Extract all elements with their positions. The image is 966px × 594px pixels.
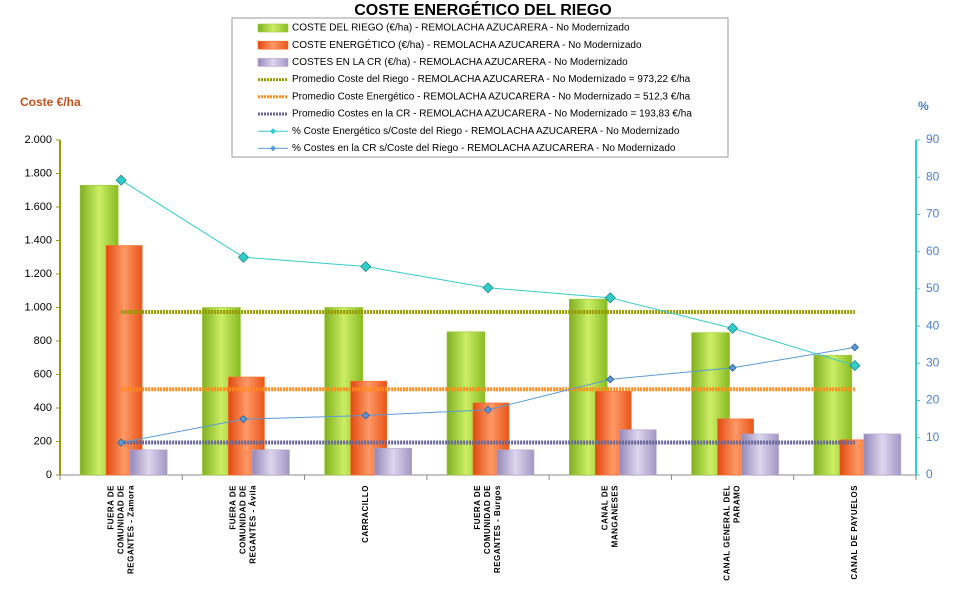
y2-tick-label: 10 xyxy=(926,430,940,444)
x-tick-label-line: CARRACILLO xyxy=(361,485,370,543)
x-tick-label-line: FUERA DE xyxy=(473,485,482,530)
y2-axis-title: % xyxy=(918,99,929,113)
x-tick-label: CANAL GENERAL DEL PARAMO xyxy=(723,485,742,581)
x-tick-label: CANAL DE MANGANESES xyxy=(600,485,619,548)
x-tick-label-line: FUERA DE xyxy=(229,485,238,530)
marker xyxy=(239,415,248,424)
marker xyxy=(727,322,739,334)
legend-swatch xyxy=(270,145,276,152)
x-tick-label: FUERA DE COMUNIDAD DE REGANTES - Zamora xyxy=(106,485,135,574)
y-tick-label: 2.000 xyxy=(24,134,52,146)
x-tick-label-line: REGANTES - Burgos xyxy=(493,485,502,573)
bar xyxy=(105,245,143,476)
y-tick-label: 600 xyxy=(34,368,52,380)
y-tick-label: 1.400 xyxy=(24,234,52,246)
bar xyxy=(374,447,413,476)
legend-label: Promedio Costes en la CR - REMOLACHA AZU… xyxy=(292,109,692,120)
x-tick-label-line: COMUNIDAD DE xyxy=(116,485,125,554)
x-tick-label-line: COMUNIDAD DE xyxy=(483,485,492,554)
marker xyxy=(360,260,372,273)
legend-swatch xyxy=(257,58,289,67)
bar xyxy=(129,449,168,476)
bar xyxy=(252,449,290,476)
x-tick-label-line: MANGANESES xyxy=(610,485,619,548)
y2-tick-label: 50 xyxy=(926,281,940,295)
y-tick-label: 200 xyxy=(34,435,52,447)
legend-label: % Coste Energético s/Coste del Riego - R… xyxy=(292,126,680,137)
x-tick-label-line: REGANTES - Zamora xyxy=(126,485,135,574)
x-tick-label-line: COMUNIDAD DE xyxy=(239,485,248,554)
y2-tick-label: 40 xyxy=(926,318,940,332)
y-axis-title: Coste €/ha xyxy=(20,95,81,109)
y-tick-label: 1.600 xyxy=(24,201,52,213)
legend-swatch xyxy=(257,40,289,50)
x-tick-label: CARRACILLO xyxy=(361,485,370,543)
y-tick-label: 800 xyxy=(34,335,52,347)
legend-label: % Costes en la CR s/Coste del Riego - RE… xyxy=(292,143,676,154)
marker xyxy=(361,411,370,420)
marker xyxy=(237,251,249,263)
legend-label: Promedio Coste del Riego - REMOLACHA AZU… xyxy=(292,74,691,85)
y-tick-label: 1.200 xyxy=(24,268,52,280)
x-tick-label-line: FUERA DE xyxy=(106,485,115,530)
y-tick-label: 1.000 xyxy=(24,301,52,313)
x-tick-label-line: CANAL DE xyxy=(600,485,609,530)
x-tick-label: FUERA DE COMUNIDAD DE REGANTES - Ávila xyxy=(229,485,258,564)
y2-tick-label: 80 xyxy=(926,169,940,183)
legend-label: Promedio Coste Energético - REMOLACHA AZ… xyxy=(292,91,691,102)
marker xyxy=(728,363,737,372)
bar xyxy=(618,429,657,476)
y2-tick-label: 30 xyxy=(926,356,940,370)
y2-tick-label: 20 xyxy=(926,393,940,407)
x-tick-label: FUERA DE COMUNIDAD DE REGANTES - Burgos xyxy=(473,485,502,573)
bar xyxy=(496,449,535,476)
bar xyxy=(863,433,902,476)
y2-tick-label: 70 xyxy=(926,207,940,221)
marker xyxy=(483,405,493,414)
y-tick-label: 0 xyxy=(46,469,52,481)
legend-label: COSTE ENERGÉTICO (€/ha) - REMOLACHA AZUC… xyxy=(292,38,642,51)
marker xyxy=(849,360,861,372)
x-tick-label: CANAL DE PAYUELOS xyxy=(850,485,859,580)
y-tick-label: 400 xyxy=(34,402,52,414)
legend-box xyxy=(231,17,729,158)
legend-swatch xyxy=(270,128,276,135)
legend-swatch xyxy=(257,23,289,33)
legend-label: COSTES EN LA CR (€/ha) - REMOLACHA AZUCA… xyxy=(292,57,628,68)
x-tick-label-line: REGANTES - Ávila xyxy=(249,485,258,564)
x-tick-label-line: PARAMO xyxy=(733,485,742,523)
marker xyxy=(482,282,494,294)
chart-title: COSTE ENERGÉTICO DEL RIEGO xyxy=(354,0,612,19)
y-tick-label: 1.800 xyxy=(24,167,52,179)
y2-tick-label: 0 xyxy=(926,467,933,481)
y2-tick-label: 90 xyxy=(926,132,940,146)
x-tick-label-line: CANAL GENERAL DEL xyxy=(723,485,732,581)
bar xyxy=(741,433,779,476)
marker xyxy=(850,343,859,352)
x-tick-label-line: CANAL DE PAYUELOS xyxy=(850,485,859,580)
marker xyxy=(606,375,615,384)
marker xyxy=(115,174,127,186)
y2-tick-label: 60 xyxy=(926,244,940,258)
legend-label: COSTE DEL RIEGO (€/ha) - REMOLACHA AZUCA… xyxy=(292,23,630,34)
marker xyxy=(117,438,126,447)
marker xyxy=(604,292,616,304)
